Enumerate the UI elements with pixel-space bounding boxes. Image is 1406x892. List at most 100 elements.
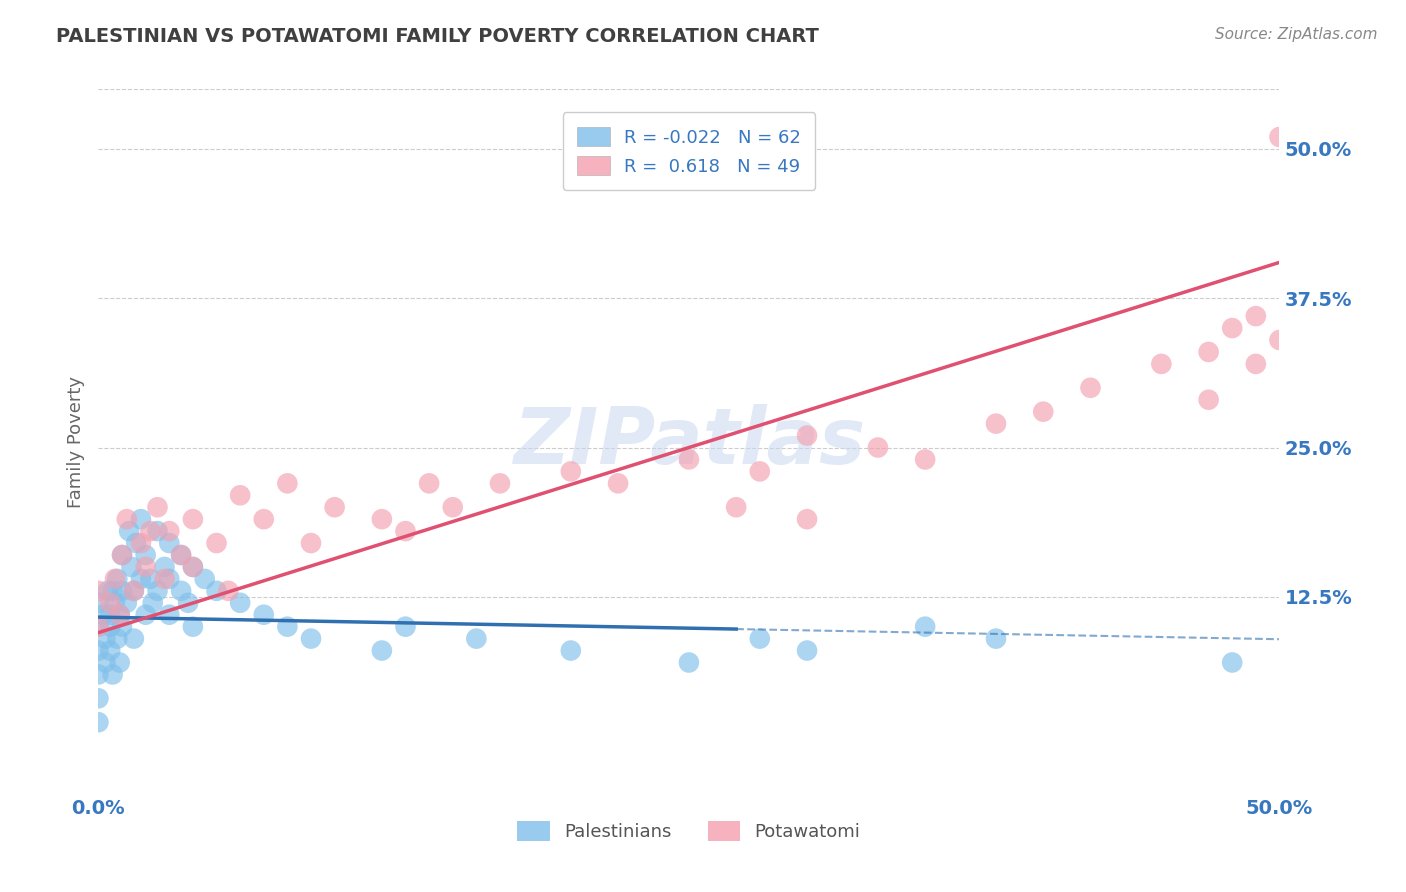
- Potawatomi: [1244, 357, 1267, 371]
- Palestinians: [115, 596, 138, 610]
- Palestinians: [229, 596, 252, 610]
- Palestinians: [98, 607, 121, 622]
- Palestinians: [118, 524, 141, 538]
- Potawatomi: [122, 583, 145, 598]
- Palestinians: [108, 607, 131, 622]
- Potawatomi: [607, 476, 630, 491]
- Palestinians: [157, 572, 180, 586]
- Potawatomi: [205, 536, 228, 550]
- Potawatomi: [1268, 333, 1291, 347]
- Potawatomi: [87, 583, 110, 598]
- Potawatomi: [157, 524, 180, 538]
- Potawatomi: [253, 512, 276, 526]
- Palestinians: [111, 548, 134, 562]
- Potawatomi: [108, 607, 131, 622]
- Palestinians: [170, 583, 193, 598]
- Palestinians: [142, 596, 165, 610]
- Palestinians: [560, 643, 582, 657]
- Palestinians: [146, 524, 169, 538]
- Palestinians: [1220, 656, 1243, 670]
- Palestinians: [104, 596, 127, 610]
- Potawatomi: [441, 500, 464, 515]
- Potawatomi: [153, 572, 176, 586]
- Potawatomi: [135, 560, 157, 574]
- Palestinians: [108, 656, 131, 670]
- Potawatomi: [914, 452, 936, 467]
- Palestinians: [157, 607, 180, 622]
- Potawatomi: [299, 536, 322, 550]
- Palestinians: [105, 632, 128, 646]
- Potawatomi: [984, 417, 1007, 431]
- Potawatomi: [276, 476, 298, 491]
- Potawatomi: [1220, 321, 1243, 335]
- Potawatomi: [1150, 357, 1173, 371]
- Legend: Palestinians, Potawatomi: Palestinians, Potawatomi: [510, 814, 868, 848]
- Potawatomi: [796, 512, 818, 526]
- Potawatomi: [87, 620, 110, 634]
- Text: Source: ZipAtlas.com: Source: ZipAtlas.com: [1215, 27, 1378, 42]
- Palestinians: [170, 548, 193, 562]
- Palestinians: [111, 583, 134, 598]
- Palestinians: [748, 632, 770, 646]
- Palestinians: [91, 607, 114, 622]
- Palestinians: [101, 667, 124, 681]
- Y-axis label: Family Poverty: Family Poverty: [66, 376, 84, 508]
- Palestinians: [87, 715, 110, 730]
- Palestinians: [153, 560, 176, 574]
- Palestinians: [205, 583, 228, 598]
- Potawatomi: [678, 452, 700, 467]
- Potawatomi: [139, 524, 162, 538]
- Palestinians: [181, 620, 204, 634]
- Palestinians: [177, 596, 200, 610]
- Potawatomi: [725, 500, 748, 515]
- Palestinians: [253, 607, 276, 622]
- Palestinians: [125, 536, 148, 550]
- Potawatomi: [866, 441, 889, 455]
- Palestinians: [394, 620, 416, 634]
- Palestinians: [157, 536, 180, 550]
- Potawatomi: [115, 512, 138, 526]
- Palestinians: [121, 560, 143, 574]
- Palestinians: [135, 607, 157, 622]
- Potawatomi: [146, 500, 169, 515]
- Potawatomi: [796, 428, 818, 442]
- Palestinians: [87, 643, 110, 657]
- Palestinians: [129, 512, 152, 526]
- Palestinians: [181, 560, 204, 574]
- Palestinians: [101, 583, 124, 598]
- Palestinians: [678, 656, 700, 670]
- Palestinians: [87, 596, 110, 610]
- Potawatomi: [98, 596, 121, 610]
- Palestinians: [276, 620, 298, 634]
- Potawatomi: [748, 464, 770, 478]
- Palestinians: [98, 643, 121, 657]
- Potawatomi: [129, 536, 152, 550]
- Potawatomi: [560, 464, 582, 478]
- Palestinians: [94, 656, 117, 670]
- Palestinians: [465, 632, 488, 646]
- Potawatomi: [1032, 405, 1054, 419]
- Palestinians: [984, 632, 1007, 646]
- Palestinians: [796, 643, 818, 657]
- Potawatomi: [104, 572, 127, 586]
- Potawatomi: [1198, 392, 1220, 407]
- Text: PALESTINIAN VS POTAWATOMI FAMILY POVERTY CORRELATION CHART: PALESTINIAN VS POTAWATOMI FAMILY POVERTY…: [56, 27, 820, 45]
- Palestinians: [98, 620, 121, 634]
- Palestinians: [87, 667, 110, 681]
- Palestinians: [139, 572, 162, 586]
- Potawatomi: [217, 583, 239, 598]
- Potawatomi: [1268, 130, 1291, 145]
- Palestinians: [371, 643, 394, 657]
- Palestinians: [299, 632, 322, 646]
- Palestinians: [111, 620, 134, 634]
- Palestinians: [105, 572, 128, 586]
- Potawatomi: [323, 500, 346, 515]
- Potawatomi: [418, 476, 440, 491]
- Potawatomi: [170, 548, 193, 562]
- Palestinians: [87, 620, 110, 634]
- Palestinians: [135, 548, 157, 562]
- Potawatomi: [229, 488, 252, 502]
- Potawatomi: [1080, 381, 1102, 395]
- Potawatomi: [1198, 345, 1220, 359]
- Potawatomi: [489, 476, 512, 491]
